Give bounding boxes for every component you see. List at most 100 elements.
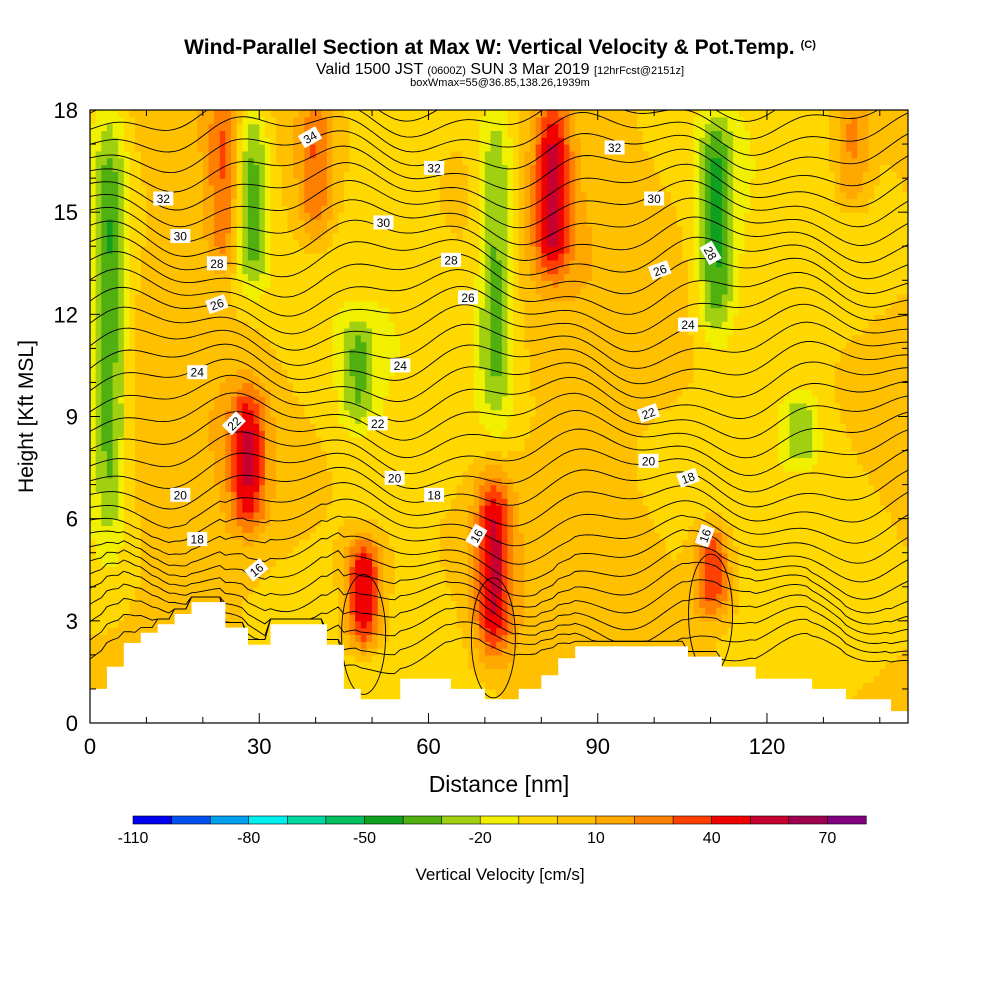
velocity-cell (90, 593, 97, 601)
velocity-cell (90, 178, 97, 186)
velocity-cell (372, 287, 379, 295)
velocity-cell (355, 123, 362, 132)
velocity-cell (276, 614, 283, 622)
velocity-cell (202, 205, 210, 213)
velocity-cell (174, 477, 181, 486)
velocity-cell (242, 212, 249, 220)
velocity-cell (219, 198, 226, 206)
velocity-cell (394, 123, 401, 132)
velocity-cell (191, 341, 198, 349)
velocity-cell (106, 348, 114, 356)
velocity-cell (140, 614, 148, 622)
velocity-cell (332, 218, 339, 227)
velocity-cell (168, 477, 176, 486)
velocity-cell (191, 416, 198, 424)
velocity-cell (253, 423, 260, 431)
velocity-cell (355, 682, 362, 690)
velocity-cell (106, 150, 114, 159)
velocity-cell (236, 409, 243, 418)
velocity-cell (225, 116, 232, 125)
velocity-cell (321, 246, 328, 254)
velocity-cell (185, 321, 193, 329)
velocity-cell (287, 450, 294, 458)
velocity-cell (202, 218, 210, 227)
velocity-cell (208, 321, 215, 329)
velocity-cell (400, 614, 407, 622)
velocity-cell (281, 511, 289, 520)
velocity-cell (185, 137, 193, 145)
velocity-cell (219, 123, 226, 132)
velocity-cell (366, 341, 373, 349)
velocity-cell (253, 259, 260, 268)
velocity-cell (236, 321, 243, 329)
velocity-cell (298, 396, 305, 404)
velocity-cell (298, 545, 305, 554)
velocity-cell (106, 327, 114, 336)
velocity-cell (129, 470, 136, 479)
velocity-cell (123, 362, 131, 370)
velocity-cell (236, 280, 243, 288)
velocity-cell (270, 205, 277, 213)
velocity-cell (191, 300, 198, 309)
velocity-cell (400, 505, 407, 513)
velocity-cell (360, 579, 368, 588)
velocity-cell (185, 273, 193, 281)
velocity-cell (360, 470, 368, 479)
velocity-cell (106, 382, 114, 390)
velocity-cell (321, 396, 328, 404)
velocity-cell (383, 402, 390, 411)
velocity-cell (270, 559, 277, 567)
velocity-cell (106, 144, 114, 152)
velocity-cell (225, 402, 232, 411)
velocity-cell (168, 144, 176, 152)
velocity-cell (321, 232, 328, 241)
velocity-cell (247, 266, 255, 275)
velocity-cell (236, 334, 243, 343)
velocity-cell (315, 178, 322, 186)
velocity-cell (338, 368, 345, 377)
velocity-cell (123, 164, 131, 172)
velocity-cell (191, 573, 198, 581)
velocity-cell (355, 464, 362, 472)
velocity-cell (219, 137, 226, 145)
velocity-cell (321, 525, 328, 533)
velocity-cell (191, 457, 198, 465)
velocity-cell (146, 280, 153, 288)
velocity-cell (101, 498, 108, 506)
velocity-cell (219, 218, 226, 227)
velocity-cell (276, 137, 283, 145)
velocity-cell (326, 307, 334, 315)
velocity-cell (377, 498, 384, 506)
velocity-cell (146, 396, 153, 404)
velocity-cell (270, 586, 277, 595)
velocity-cell (247, 409, 255, 418)
velocity-cell (90, 477, 97, 486)
velocity-cell (242, 396, 249, 404)
velocity-cell (338, 259, 345, 268)
velocity-cell (191, 266, 198, 275)
velocity-cell (129, 348, 136, 356)
velocity-cell (185, 293, 193, 302)
velocity-cell (383, 525, 390, 533)
velocity-cell (264, 566, 272, 574)
velocity-cell (349, 171, 356, 179)
velocity-cell (287, 287, 294, 295)
velocity-cell (101, 396, 108, 404)
velocity-cell (293, 205, 300, 213)
velocity-cell (400, 579, 407, 588)
velocity-cell (129, 614, 136, 622)
velocity-cell (106, 205, 114, 213)
velocity-cell (259, 484, 266, 493)
velocity-cell (180, 150, 187, 159)
velocity-cell (349, 307, 356, 315)
velocity-cell (123, 396, 131, 404)
velocity-cell (197, 280, 204, 288)
velocity-cell (112, 661, 119, 670)
velocity-cell (287, 368, 294, 377)
velocity-cell (242, 470, 249, 479)
velocity-cell (197, 430, 204, 438)
velocity-cell (349, 402, 356, 411)
velocity-cell (123, 573, 131, 581)
velocity-cell (197, 225, 204, 234)
velocity-cell (95, 607, 102, 615)
